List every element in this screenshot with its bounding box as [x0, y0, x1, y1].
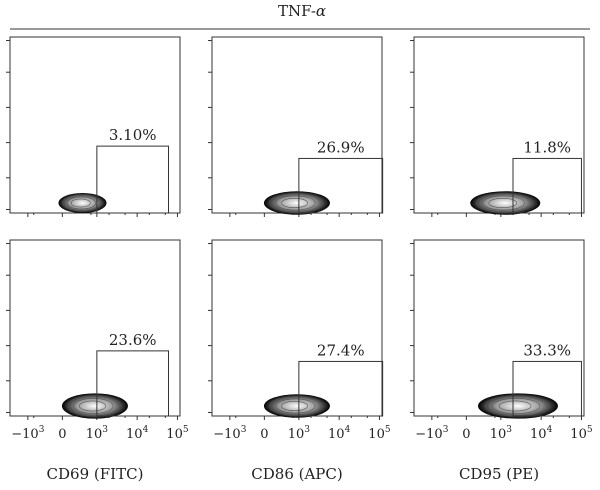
x-axes: −103 0 103 104 105 CD69 (FITC) −103 0 103 104 105 C…: [11, 425, 593, 483]
contour-line: [275, 398, 316, 414]
x-tick-label: 103: [86, 425, 109, 442]
gate-percentage: 26.9%: [317, 138, 365, 156]
x-tick-label: 104: [328, 425, 351, 442]
population-contour: [263, 394, 330, 418]
y-ticks: [6, 243, 10, 413]
x-tick-label: 104: [530, 425, 553, 442]
x-axis-col-2: −103 0 103 104 105 CD95 (PE): [415, 425, 593, 483]
x-tick-label: −103: [11, 425, 44, 442]
contour-fill: [263, 191, 330, 215]
y-ticks: [208, 243, 212, 413]
gate-box: [298, 360, 384, 417]
contour-fill: [470, 191, 541, 215]
y-ticks: [410, 243, 414, 413]
contour-line: [62, 194, 102, 212]
gate-percentage: 27.4%: [317, 341, 365, 359]
gate-box: [96, 350, 170, 417]
gate-box: [512, 360, 582, 417]
figure-title: TNF-α: [278, 2, 326, 20]
contour-line: [491, 398, 541, 414]
panel-1-0: 23.6%: [6, 239, 181, 420]
x-ticks: [27, 213, 178, 217]
gate-box: [512, 157, 582, 214]
population-contour: [477, 393, 558, 419]
contour-line: [66, 196, 97, 210]
contour-line: [498, 400, 532, 412]
population-contour: [263, 191, 330, 215]
x-tick-label: 0: [462, 427, 470, 442]
contour-line: [73, 398, 114, 414]
y-ticks: [410, 40, 414, 210]
contour-line: [269, 396, 323, 416]
x-tick-label: 105: [570, 425, 593, 442]
contour-line: [281, 197, 309, 209]
gate-box: [96, 145, 170, 214]
contour-line: [79, 400, 107, 412]
x-tick-label: 104: [126, 425, 149, 442]
gate-percentage: 23.6%: [109, 331, 157, 349]
contour-line: [281, 400, 309, 412]
x-tick-label: 103: [490, 425, 513, 442]
x-axis-col-0: −103 0 103 104 105 CD69 (FITC): [11, 425, 189, 483]
panel-frame: [413, 36, 585, 214]
gate-percentage: 3.10%: [109, 126, 157, 144]
y-ticks: [208, 40, 212, 210]
gate-percentage: 33.3%: [523, 341, 571, 359]
x-tick-label: 0: [260, 427, 268, 442]
x-axis-label: CD69 (FITC): [47, 465, 144, 483]
panel-frame: [9, 36, 181, 214]
contour-line: [482, 195, 525, 211]
contour-fill: [61, 393, 128, 419]
contour-line: [269, 193, 323, 213]
x-tick-label: −103: [213, 425, 246, 442]
contour-fill: [477, 393, 558, 419]
panel-frame: [211, 36, 383, 214]
contour-line: [488, 197, 518, 209]
gate-box: [298, 157, 384, 214]
population-contour: [470, 191, 541, 215]
x-tick-label: 0: [58, 427, 66, 442]
panel-1-1: 27.4%: [208, 239, 384, 420]
population-contour: [61, 393, 128, 419]
panel-1-2: 33.3%: [410, 239, 585, 420]
panel-0-1: 26.9%: [208, 36, 384, 217]
gate-percentage: 11.8%: [523, 138, 571, 156]
panel-frame: [413, 239, 585, 417]
x-tick-label: 105: [166, 425, 189, 442]
x-axis-label: CD86 (APC): [251, 465, 342, 483]
y-ticks: [6, 40, 10, 210]
population-contour: [58, 192, 107, 214]
panel-frame: [211, 239, 383, 417]
contour-line: [476, 193, 533, 213]
contour-line: [67, 395, 121, 417]
panel-frame: [9, 239, 181, 417]
panel-0-0: 3.10%: [6, 36, 181, 217]
contour-fill: [58, 192, 107, 214]
x-tick-label: 103: [288, 425, 311, 442]
contour-line: [70, 198, 91, 208]
panel-0-2: 11.8%: [410, 36, 585, 217]
contour-fill: [263, 394, 330, 418]
x-tick-label: 105: [368, 425, 391, 442]
x-tick-label: −103: [415, 425, 448, 442]
contour-line: [275, 195, 316, 211]
panel-grid: 3.10% 26.9% 11.8% 23.6% 27.4% 33.3%: [6, 36, 585, 420]
x-axis-label: CD95 (PE): [459, 465, 539, 483]
x-axis-col-1: −103 0 103 104 105 CD86 (APC): [213, 425, 391, 483]
